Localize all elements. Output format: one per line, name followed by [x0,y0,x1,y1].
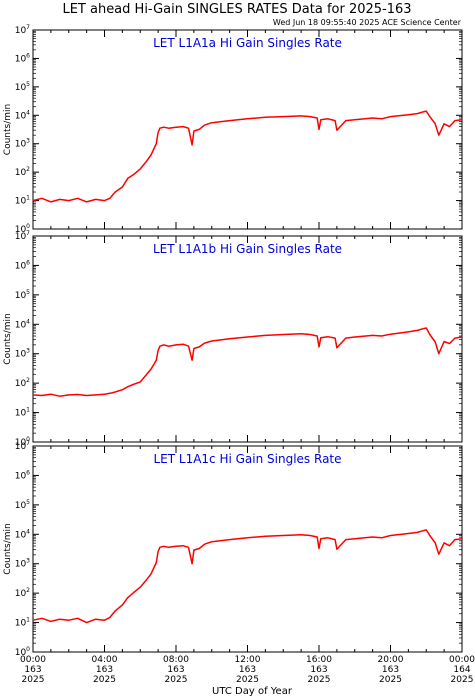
x-axis-label: UTC Day of Year [212,686,293,697]
x-tick-label: 16:00 [306,655,332,665]
y-tick-label: 100 [15,436,30,448]
x-tick-label: 163 [239,665,256,675]
y-tick-label: 105 [15,499,30,511]
series-line [32,110,463,203]
y-tick-label: 101 [15,195,30,207]
chart-panel: 100 101 102 103 104 105 106 107 Counts/min LET L1… [3,440,463,658]
series-line [32,529,463,624]
y-tick-label: 100 [15,646,30,658]
series-line [32,327,463,397]
chart-panel: 100 101 102 103 104 105 106 107 Counts/min LET L1… [3,230,463,448]
x-tick-label: 2025 [379,675,402,685]
y-tick-label: 103 [15,348,30,360]
x-tick-label: 04:00 [92,655,118,665]
x-tick-label: 20:00 [378,655,404,665]
y-tick-label: 107 [15,230,30,242]
x-tick-label: 2025 [451,675,474,685]
y-tick-label: 103 [15,558,30,570]
y-axis-label: Counts/min [3,104,13,155]
panel-title: LET L1A1a Hi Gain Singles Rate [153,36,342,50]
chart-panel: 100 101 102 103 104 105 106 107 Counts/min LET L1… [3,24,463,235]
chart-panels: 100 101 102 103 104 105 106 107 Counts/min LET L1… [3,24,475,685]
x-tick-label: 2025 [165,675,188,685]
x-tick-label: 00:00 [449,655,475,665]
x-tick-label: 2025 [236,675,259,685]
y-tick-label: 105 [15,289,30,301]
y-tick-label: 107 [15,440,30,452]
figure-title: LET ahead Hi-Gain SINGLES RATES Data for… [62,2,411,17]
panel-title: LET L1A1c Hi Gain Singles Rate [153,452,341,466]
y-tick-label: 107 [15,24,30,36]
x-tick-label: 08:00 [163,655,189,665]
timestamp-label: Wed Jun 18 09:55:40 2025 ACE Science Cen… [273,18,462,27]
y-tick-label: 104 [15,318,30,330]
x-tick-label: 163 [310,665,327,675]
y-tick-label: 104 [15,528,30,540]
y-tick-label: 103 [15,138,30,150]
panel-title: LET L1A1b Hi Gain Singles Rate [153,242,342,256]
x-tick-label: 163 [96,665,113,675]
y-tick-label: 106 [15,469,30,481]
y-axis-label: Counts/min [3,313,13,364]
y-tick-label: 106 [15,52,30,64]
y-tick-label: 100 [15,223,30,235]
x-tick-label: 12:00 [235,655,261,665]
x-tick-label: 163 [167,665,184,675]
y-tick-label: 106 [15,259,30,271]
y-axis-label: Counts/min [3,523,13,574]
x-tick-label: 2025 [93,675,116,685]
y-tick-label: 102 [15,377,30,389]
y-tick-label: 105 [15,81,30,93]
x-tick-label: 163 [382,665,399,675]
y-tick-label: 102 [15,166,30,178]
y-tick-label: 101 [15,407,30,419]
x-tick-label: 2025 [22,675,45,685]
y-tick-label: 101 [15,617,30,629]
y-tick-label: 102 [15,587,30,599]
x-tick-label: 2025 [308,675,331,685]
y-tick-label: 104 [15,109,30,121]
x-tick-label: 00:00 [20,655,46,665]
x-tick-label: 163 [24,665,41,675]
x-tick-label: 164 [453,665,470,675]
